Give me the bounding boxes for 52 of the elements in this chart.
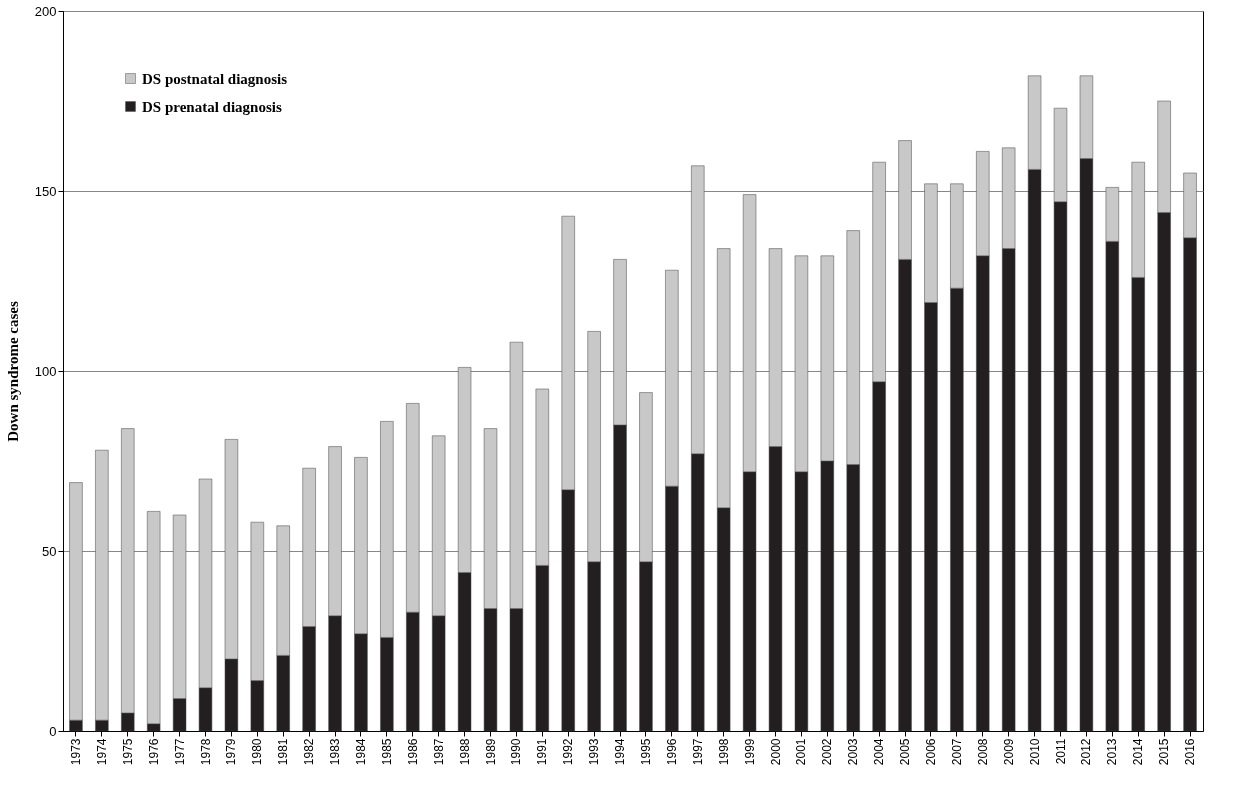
x-tick-label: 1975	[120, 738, 135, 766]
x-tick-label: 1985	[379, 738, 394, 766]
x-tick-label: 2007	[949, 738, 964, 766]
x-tick-label: 2006	[923, 738, 938, 766]
x-tick-label: 1984	[353, 738, 368, 766]
y-tick-label: 100	[34, 363, 57, 379]
x-tick-label: 1988	[457, 738, 472, 766]
x-tick-label: 2001	[794, 738, 809, 766]
x-tick-label: 2012	[1079, 738, 1094, 766]
x-tick-label: 1978	[198, 738, 213, 766]
legend-label: DS prenatal diagnosis	[142, 98, 282, 115]
x-tick-label: 1997	[690, 738, 705, 766]
x-tick-label: 2003	[846, 738, 861, 766]
y-axis-title: Down syndrome cases	[4, 301, 21, 442]
x-tick-label: 2008	[975, 738, 990, 766]
x-tick-label: 1990	[509, 738, 524, 766]
x-tick-label: 2011	[1053, 738, 1068, 765]
x-tick-label: 2013	[1105, 738, 1120, 766]
x-tick-label: 1986	[405, 738, 420, 766]
y-tick-label: 200	[34, 3, 57, 19]
x-tick-label: 1999	[742, 738, 757, 766]
x-tick-label: 2005	[898, 738, 913, 766]
x-tick-label: 2010	[1027, 738, 1042, 766]
x-tick-label: 1981	[276, 738, 291, 766]
x-tick-label: 1979	[224, 738, 239, 766]
legend-label: DS postnatal diagnosis	[142, 70, 288, 87]
x-tick-label: 2014	[1131, 738, 1146, 766]
x-tick-label: 1991	[535, 738, 550, 766]
x-tick-label: 2002	[820, 738, 835, 766]
x-tick-label: 1982	[302, 738, 317, 766]
x-tick-label: 1973	[68, 738, 83, 766]
x-tick-label: 2016	[1183, 738, 1198, 766]
x-tick-label: 1977	[172, 738, 187, 766]
y-tick-label: 150	[34, 183, 57, 199]
x-tick-label: 1980	[250, 738, 265, 766]
x-tick-label: 1994	[613, 738, 628, 766]
x-tick-label: 1989	[483, 738, 498, 766]
y-tick-label: 50	[42, 543, 57, 559]
x-tick-label: 1995	[638, 738, 653, 766]
x-tick-label: 1974	[94, 738, 109, 766]
x-tick-label: 1993	[587, 738, 602, 766]
x-tick-label: 1987	[431, 738, 446, 766]
x-tick-label: 2004	[872, 738, 887, 766]
x-tick-label: 2000	[768, 738, 783, 766]
x-tick-label: 1983	[328, 738, 343, 766]
x-tick-label: 1976	[146, 738, 161, 766]
x-tick-label: 1992	[561, 738, 576, 766]
x-tick-label: 1996	[664, 738, 679, 766]
x-tick-label: 2009	[1001, 738, 1016, 766]
y-tick-label: 0	[49, 723, 57, 739]
x-tick-label: 1998	[716, 738, 731, 766]
x-tick-label: 2015	[1157, 738, 1172, 766]
